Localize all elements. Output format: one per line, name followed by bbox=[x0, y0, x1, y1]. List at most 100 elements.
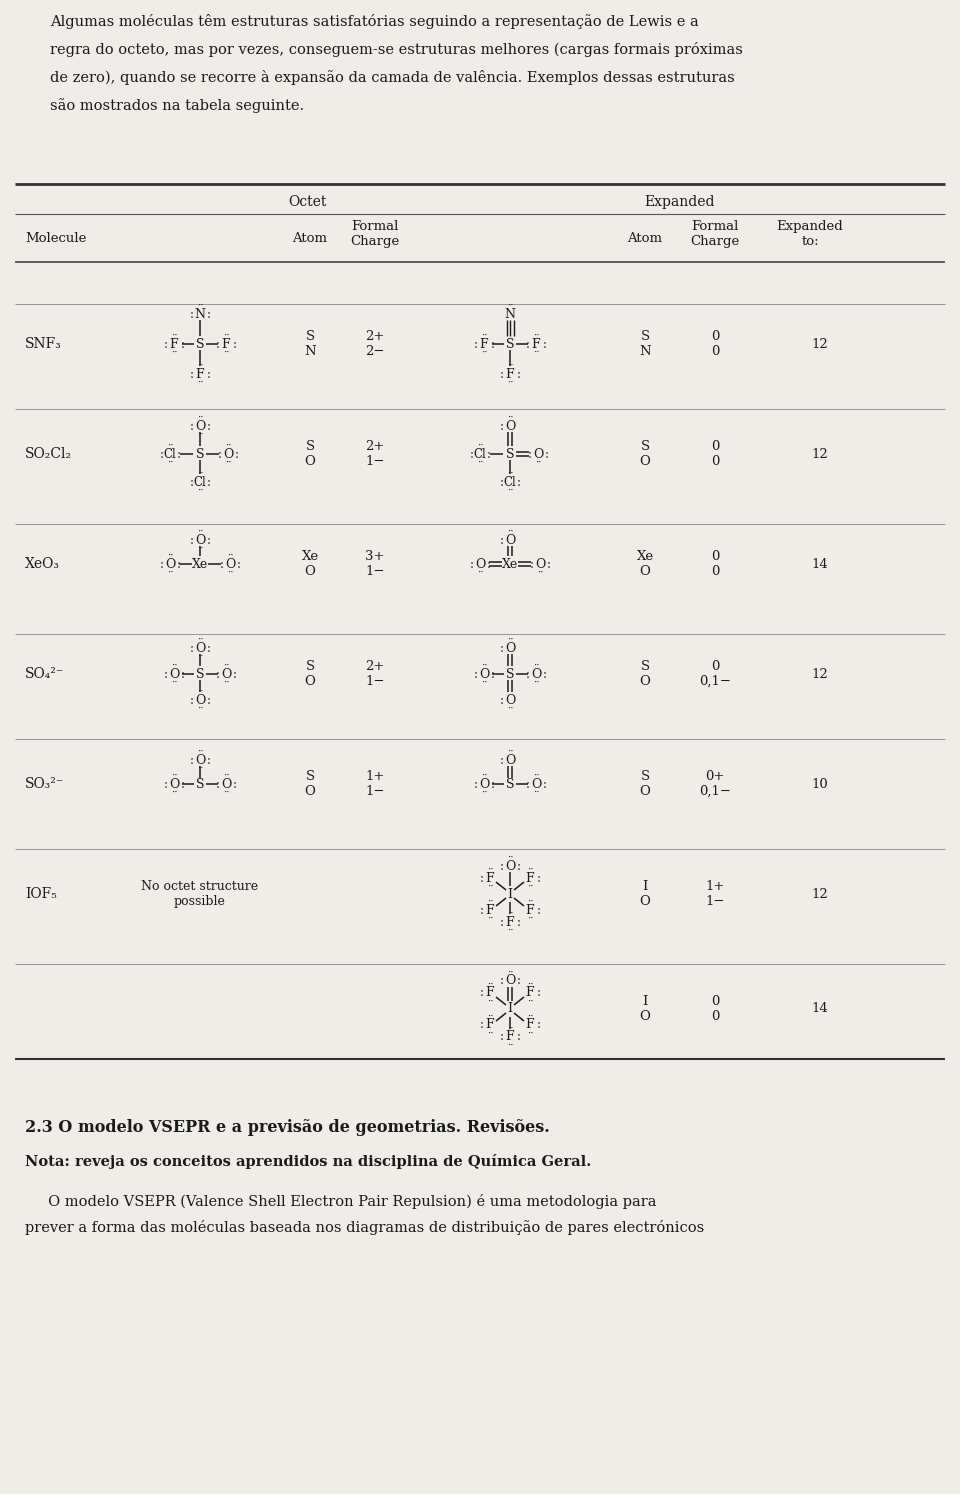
Text: :: : bbox=[180, 668, 184, 680]
Text: 14: 14 bbox=[811, 1002, 828, 1016]
Text: SO₂Cl₂: SO₂Cl₂ bbox=[25, 447, 72, 462]
Text: ··: ·· bbox=[223, 348, 229, 357]
Text: :: : bbox=[479, 871, 484, 884]
Text: ··: ·· bbox=[197, 412, 204, 421]
Text: 1+
1−: 1+ 1− bbox=[365, 769, 385, 798]
Text: ··: ·· bbox=[527, 1011, 533, 1020]
Text: :: : bbox=[473, 777, 477, 790]
Text: prever a forma das moléculas baseada nos diagramas de distribuição de pares elec: prever a forma das moléculas baseada nos… bbox=[25, 1221, 705, 1236]
Text: ··: ·· bbox=[225, 441, 231, 450]
Text: :: : bbox=[206, 693, 210, 707]
Text: :: : bbox=[469, 557, 473, 571]
Text: ··: ·· bbox=[171, 660, 178, 669]
Text: ··: ·· bbox=[507, 747, 514, 756]
Text: ··: ·· bbox=[533, 660, 540, 669]
Text: :: : bbox=[491, 777, 494, 790]
Text: ··: ·· bbox=[487, 1011, 493, 1020]
Text: ··: ·· bbox=[167, 459, 173, 468]
Text: :: : bbox=[232, 777, 236, 790]
Text: O: O bbox=[475, 557, 485, 571]
Text: :: : bbox=[499, 859, 503, 872]
Text: F: F bbox=[486, 904, 494, 916]
Text: ··: ·· bbox=[197, 651, 204, 660]
Text: :: : bbox=[487, 557, 491, 571]
Text: :: : bbox=[180, 338, 184, 351]
Text: :: : bbox=[189, 533, 194, 547]
Text: :: : bbox=[544, 448, 548, 460]
Text: ··: ·· bbox=[197, 544, 204, 553]
Text: No octet structure
possible: No octet structure possible bbox=[141, 880, 258, 908]
Text: ··: ·· bbox=[507, 704, 514, 713]
Text: O: O bbox=[195, 641, 205, 654]
Text: ··: ·· bbox=[533, 332, 540, 341]
Text: O: O bbox=[533, 448, 543, 460]
Text: O: O bbox=[531, 668, 541, 680]
Text: :: : bbox=[189, 308, 194, 321]
Text: O: O bbox=[221, 668, 231, 680]
Text: Octet: Octet bbox=[288, 196, 326, 209]
Text: ··: ·· bbox=[507, 527, 514, 536]
Text: :: : bbox=[206, 533, 210, 547]
Text: ··: ·· bbox=[487, 881, 493, 890]
Text: O: O bbox=[195, 693, 205, 707]
Text: :: : bbox=[159, 448, 163, 460]
Text: F: F bbox=[506, 916, 515, 928]
Text: ··: ·· bbox=[481, 332, 488, 341]
Text: O: O bbox=[169, 777, 180, 790]
Text: ··: ·· bbox=[197, 704, 204, 713]
Text: :: : bbox=[527, 448, 532, 460]
Text: 12: 12 bbox=[811, 338, 828, 351]
Text: ··: ·· bbox=[527, 865, 533, 874]
Text: F: F bbox=[526, 904, 535, 916]
Text: ··: ·· bbox=[533, 678, 540, 687]
Text: :: : bbox=[516, 1031, 520, 1043]
Text: O: O bbox=[535, 557, 545, 571]
Text: :: : bbox=[542, 777, 546, 790]
Text: S: S bbox=[196, 448, 204, 460]
Text: :: : bbox=[473, 338, 477, 351]
Text: 0+
0,1−: 0+ 0,1− bbox=[699, 769, 731, 798]
Text: O: O bbox=[165, 557, 175, 571]
Text: ··: ·· bbox=[197, 469, 204, 478]
Text: :: : bbox=[180, 777, 184, 790]
Text: F: F bbox=[532, 338, 540, 351]
Text: :: : bbox=[189, 420, 194, 432]
Text: :: : bbox=[163, 668, 167, 680]
Text: ··: ·· bbox=[507, 908, 514, 917]
Text: :: : bbox=[189, 693, 194, 707]
Text: :: : bbox=[499, 641, 503, 654]
Text: Cl: Cl bbox=[473, 448, 487, 460]
Text: :: : bbox=[542, 338, 546, 351]
Text: ··: ·· bbox=[197, 747, 204, 756]
Text: 2+
1−: 2+ 1− bbox=[365, 441, 385, 468]
Text: :: : bbox=[499, 974, 503, 988]
Text: :: : bbox=[189, 641, 194, 654]
Text: ··: ·· bbox=[223, 771, 229, 780]
Text: :: : bbox=[499, 420, 503, 432]
Text: :: : bbox=[232, 338, 236, 351]
Text: :: : bbox=[206, 368, 210, 381]
Text: :: : bbox=[530, 557, 534, 571]
Text: ··: ·· bbox=[481, 771, 488, 780]
Text: S: S bbox=[506, 338, 515, 351]
Text: O: O bbox=[505, 693, 516, 707]
Text: S
O: S O bbox=[639, 660, 651, 689]
Text: Xe
O: Xe O bbox=[301, 550, 319, 578]
Text: I: I bbox=[508, 887, 513, 901]
Text: :: : bbox=[499, 753, 503, 766]
Text: :: : bbox=[525, 777, 530, 790]
Text: 14: 14 bbox=[811, 557, 828, 571]
Text: :: : bbox=[516, 475, 520, 489]
Text: :: : bbox=[516, 916, 520, 928]
Text: 0
0,1−: 0 0,1− bbox=[699, 660, 731, 689]
Text: :: : bbox=[499, 1031, 503, 1043]
Text: Algumas moléculas têm estruturas satisfatórias seguindo a representação de Lewis: Algumas moléculas têm estruturas satisfa… bbox=[50, 13, 699, 28]
Text: :: : bbox=[232, 668, 236, 680]
Text: XeO₃: XeO₃ bbox=[25, 557, 60, 571]
Text: Xe: Xe bbox=[502, 557, 518, 571]
Text: O: O bbox=[195, 533, 205, 547]
Text: :: : bbox=[516, 974, 520, 988]
Text: :: : bbox=[215, 668, 220, 680]
Text: O: O bbox=[225, 557, 235, 571]
Text: :: : bbox=[206, 475, 210, 489]
